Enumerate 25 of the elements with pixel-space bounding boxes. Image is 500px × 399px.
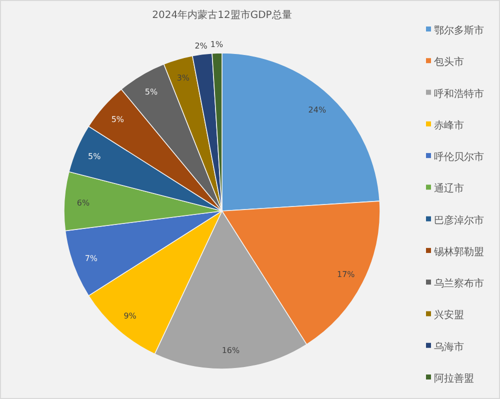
chart-title: 2024年内蒙古12盟市GDP总量 [152, 9, 292, 21]
legend-label: 包头市 [434, 56, 464, 68]
legend-label: 呼伦贝尔市 [434, 151, 484, 164]
legend-label: 赤峰市 [434, 119, 464, 132]
legend-label: 乌兰察布市 [434, 278, 484, 290]
data-label: 1% [210, 40, 224, 50]
legend-label: 乌海市 [434, 340, 464, 353]
data-label: 17% [336, 270, 356, 280]
data-label: 5% [144, 87, 158, 96]
legend-label: 巴彦淖尔市 [434, 214, 484, 226]
legend-label: 呼和浩特市 [434, 88, 484, 100]
data-label: 9% [124, 311, 137, 320]
data-label: 7% [84, 254, 98, 264]
legend-label: 通辽市 [434, 182, 464, 195]
data-label: 2% [194, 41, 208, 50]
data-label: 5% [111, 115, 124, 124]
legend-label: 锡林郭勒盟 [433, 246, 484, 258]
data-label: 24% [308, 106, 326, 115]
legend-label: 鄂尔多斯市 [434, 24, 484, 36]
data-label: 5% [88, 152, 102, 161]
data-label: 16% [222, 346, 240, 355]
data-label: 3% [176, 73, 190, 82]
legend-label: 阿拉善盟 [434, 372, 474, 384]
legend-label: 兴安盟 [434, 309, 464, 322]
data-label: 6% [76, 198, 90, 208]
